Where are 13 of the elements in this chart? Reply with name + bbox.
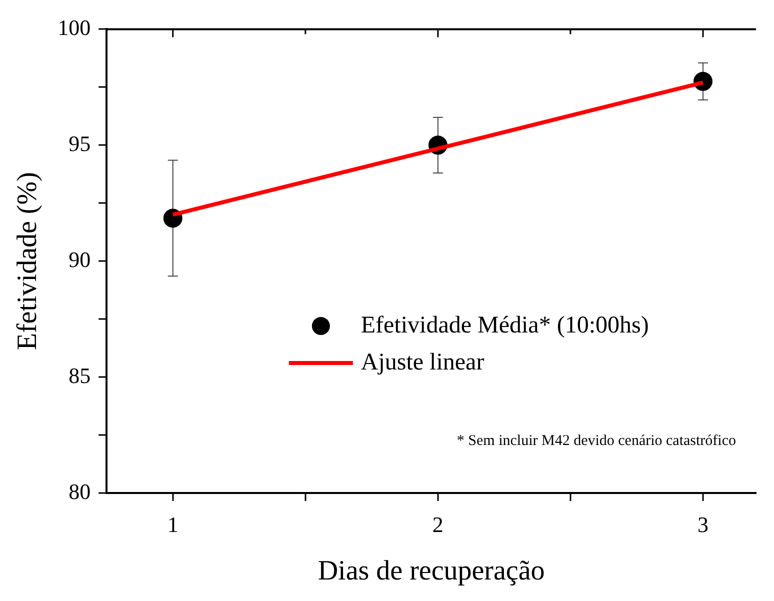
x-tick-label: 2 bbox=[432, 512, 444, 537]
annotation: * Sem incluir M42 devido cenário catastrófico bbox=[456, 432, 736, 449]
x-axis-title: Dias de recuperação bbox=[318, 556, 545, 587]
y-tick-label: 95 bbox=[68, 130, 91, 156]
y-tick-label: 90 bbox=[68, 246, 91, 272]
y-tick-label: 85 bbox=[68, 362, 91, 388]
y-tick-label: 100 bbox=[58, 14, 91, 40]
x-tick-label: 1 bbox=[167, 512, 178, 537]
legend-label: Efetividade Média* (10:00hs) bbox=[360, 312, 649, 338]
y-axis-title: Efetividade (%) bbox=[12, 172, 44, 350]
x-tick-label: 3 bbox=[697, 512, 708, 537]
legend-label: Ajuste linear bbox=[360, 349, 484, 376]
y-tick-label: 80 bbox=[68, 478, 91, 504]
